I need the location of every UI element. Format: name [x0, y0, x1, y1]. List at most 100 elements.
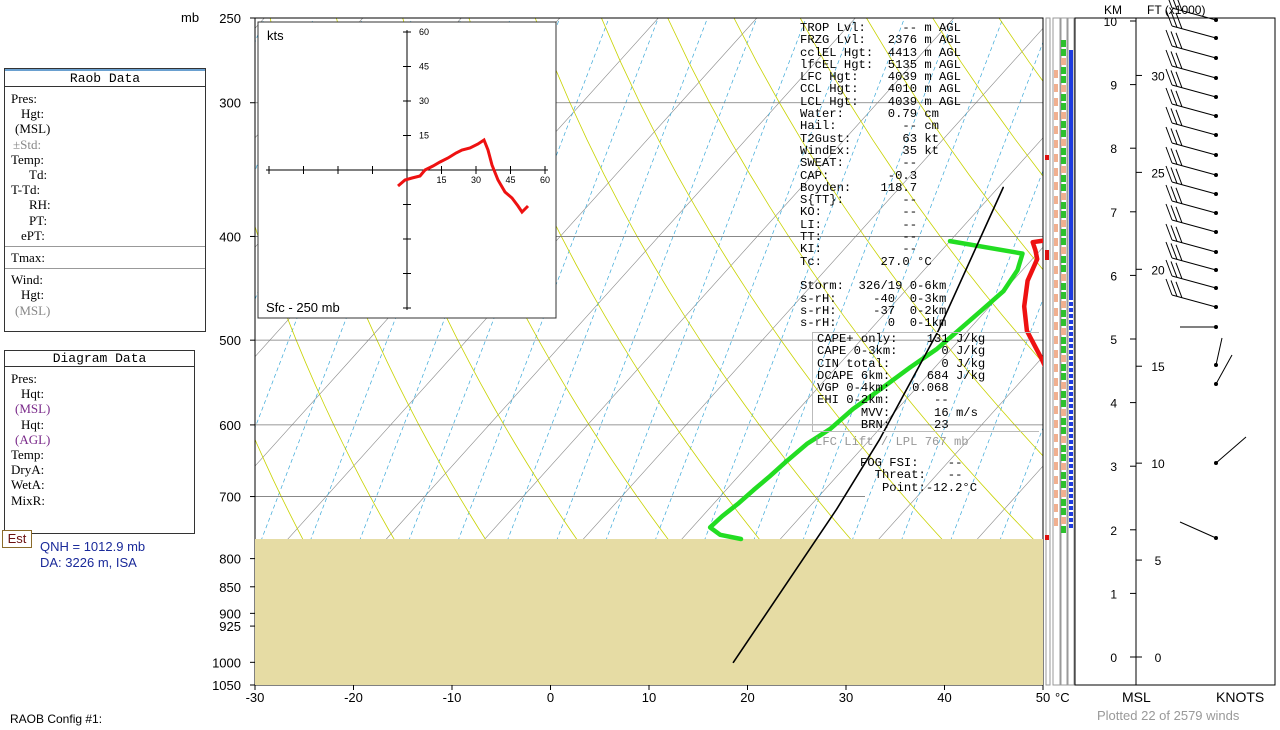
pressure-tick-label: 700 — [219, 490, 241, 505]
index-row: Boyden: 118.7 — [800, 180, 918, 195]
bar-cell — [1069, 470, 1073, 474]
msl-label: MSL — [1122, 689, 1151, 705]
wind-barb-flag — [1170, 128, 1178, 145]
wind-barb-flag — [1170, 148, 1178, 165]
index-row: LI: -- — [800, 217, 918, 232]
index-row: Hail: -- cm — [800, 119, 939, 134]
bar-cell — [1054, 448, 1058, 456]
wind-barb-shaft — [1215, 354, 1233, 385]
wind-barb-flag — [1175, 187, 1183, 204]
wind-barb-shaft — [1171, 181, 1217, 195]
bar-cell — [1069, 506, 1073, 510]
bar-cell — [1061, 130, 1066, 137]
index-row: CAPE 0-3km: 0 J/kg — [817, 344, 986, 359]
bar-cell — [1061, 58, 1066, 65]
bar-cell — [1054, 476, 1058, 484]
diagram-row: WetA: — [11, 477, 45, 493]
bar-cell — [1061, 103, 1066, 110]
qnh-readout: QNH = 1012.9 mb DA: 3226 m, ISA — [40, 539, 145, 571]
stability-indices: TROP Lvl: -- m AGL FRZG Lvl: 2376 m AGL cc… — [800, 22, 1040, 330]
temp-tick-label: -30 — [246, 690, 265, 705]
bar-cell — [1061, 211, 1066, 218]
bar-cell — [1069, 386, 1073, 390]
wind-barb-flag — [1175, 168, 1183, 185]
bar-cell — [1069, 392, 1073, 396]
wind-barb-shaft — [1171, 275, 1217, 289]
km-tick-label: 7 — [1110, 206, 1117, 220]
bar-cell — [1054, 252, 1058, 260]
bar-cell — [1061, 337, 1066, 344]
wind-barb-flag — [1170, 70, 1178, 87]
wind-barb-flag — [1170, 51, 1178, 68]
qnh-text: QNH = 1012.9 mb — [40, 539, 146, 554]
dry-adiabat-line — [1198, 18, 1280, 685]
bar-cell — [1061, 166, 1066, 173]
bar-cell — [1069, 374, 1073, 378]
bar-cell — [1069, 410, 1073, 414]
index-row: CAP: -0.3 — [800, 168, 918, 183]
mb-label: mb — [181, 10, 199, 25]
raob-row: Pres: — [11, 91, 37, 106]
dry-adiabat-line — [866, 18, 1043, 271]
bar-cell — [1069, 416, 1073, 420]
diagram-row: MixR: — [11, 492, 45, 508]
wind-barb-flag — [1170, 225, 1178, 242]
bar-cell — [1061, 526, 1066, 533]
diagram-panel-title: Diagram Data — [5, 351, 194, 367]
index-row: MVV: 16 m/s — [817, 405, 978, 420]
bar-cell — [1054, 210, 1058, 218]
index-row: Water: 0.79 cm — [800, 107, 939, 122]
bar-cell — [1054, 462, 1058, 470]
bar-cell — [1054, 294, 1058, 302]
temperature-axis: -30 -20 -10 0 10 20 30 40 50 — [246, 685, 1050, 705]
raob-row: (MSL) — [15, 121, 51, 137]
wind-barb-flag — [1175, 206, 1183, 223]
index-row: EHI 0-2km: -- — [817, 393, 949, 408]
wind-barb-shaft — [1171, 45, 1217, 59]
bar-cell — [1069, 422, 1073, 426]
wind-barbs — [1165, 0, 1247, 540]
pressure-tick-label: 900 — [219, 606, 241, 621]
wind-barb-flag — [1165, 184, 1173, 202]
wind-barb-flag — [1172, 0, 1178, 10]
bar-cell — [1061, 121, 1066, 128]
raob-row: ePT: — [21, 227, 45, 243]
index-row: FOG FSI: -- — [860, 456, 963, 470]
level-bars — [1045, 17, 1075, 686]
index-row: s-rH: -40 0-3km — [800, 291, 947, 306]
plotted-winds-label: Plotted 22 of 2579 winds — [1097, 708, 1240, 723]
bar-cell — [1061, 283, 1066, 290]
wind-barb-flag — [1165, 223, 1173, 241]
wind-barb-flag — [1168, 0, 1173, 9]
bar-cell — [1045, 535, 1049, 540]
index-row: lfcEL Hgt: 5135 m AGL — [800, 57, 961, 72]
raob-row: T-Td: — [11, 182, 41, 198]
bar-cell — [1045, 250, 1049, 255]
bar-cell — [1054, 378, 1058, 386]
isotherm-line — [255, 18, 659, 467]
km-tick-label: 9 — [1110, 79, 1117, 93]
index-row: TT: -- — [800, 230, 918, 245]
wind-barb-flag — [1165, 9, 1173, 27]
diagram-row: DryA: — [11, 462, 45, 478]
bar-cell — [1061, 292, 1066, 299]
index-row: Tc: 27.0 °C — [800, 254, 932, 269]
isotherm-line — [1042, 684, 1043, 685]
wind-barb-flag — [1165, 165, 1173, 183]
hodograph[interactable]: kts Sfc - 250 mb 15 15 30 30 45 45 60 60 — [257, 21, 557, 319]
bar-cell — [1069, 434, 1073, 438]
est-badge[interactable]: Est — [2, 530, 32, 548]
bar-cell — [1061, 265, 1066, 272]
bar-cell — [1061, 508, 1066, 515]
density-altitude-text: DA: 3226 m, ISA — [40, 555, 137, 570]
bar-cell — [1069, 482, 1073, 486]
wind-barb-shaft — [1171, 162, 1217, 176]
index-row: s-rH: -37 0-2km — [800, 303, 947, 318]
wind-barb-flag — [1175, 281, 1183, 298]
wind-barb-shaft — [1215, 436, 1247, 464]
ft-tick-label: 25 — [1151, 166, 1165, 180]
wind-barb-shaft — [1171, 142, 1217, 156]
bar-cell — [1069, 518, 1073, 522]
pressure-tick-label: 1050 — [212, 678, 241, 693]
